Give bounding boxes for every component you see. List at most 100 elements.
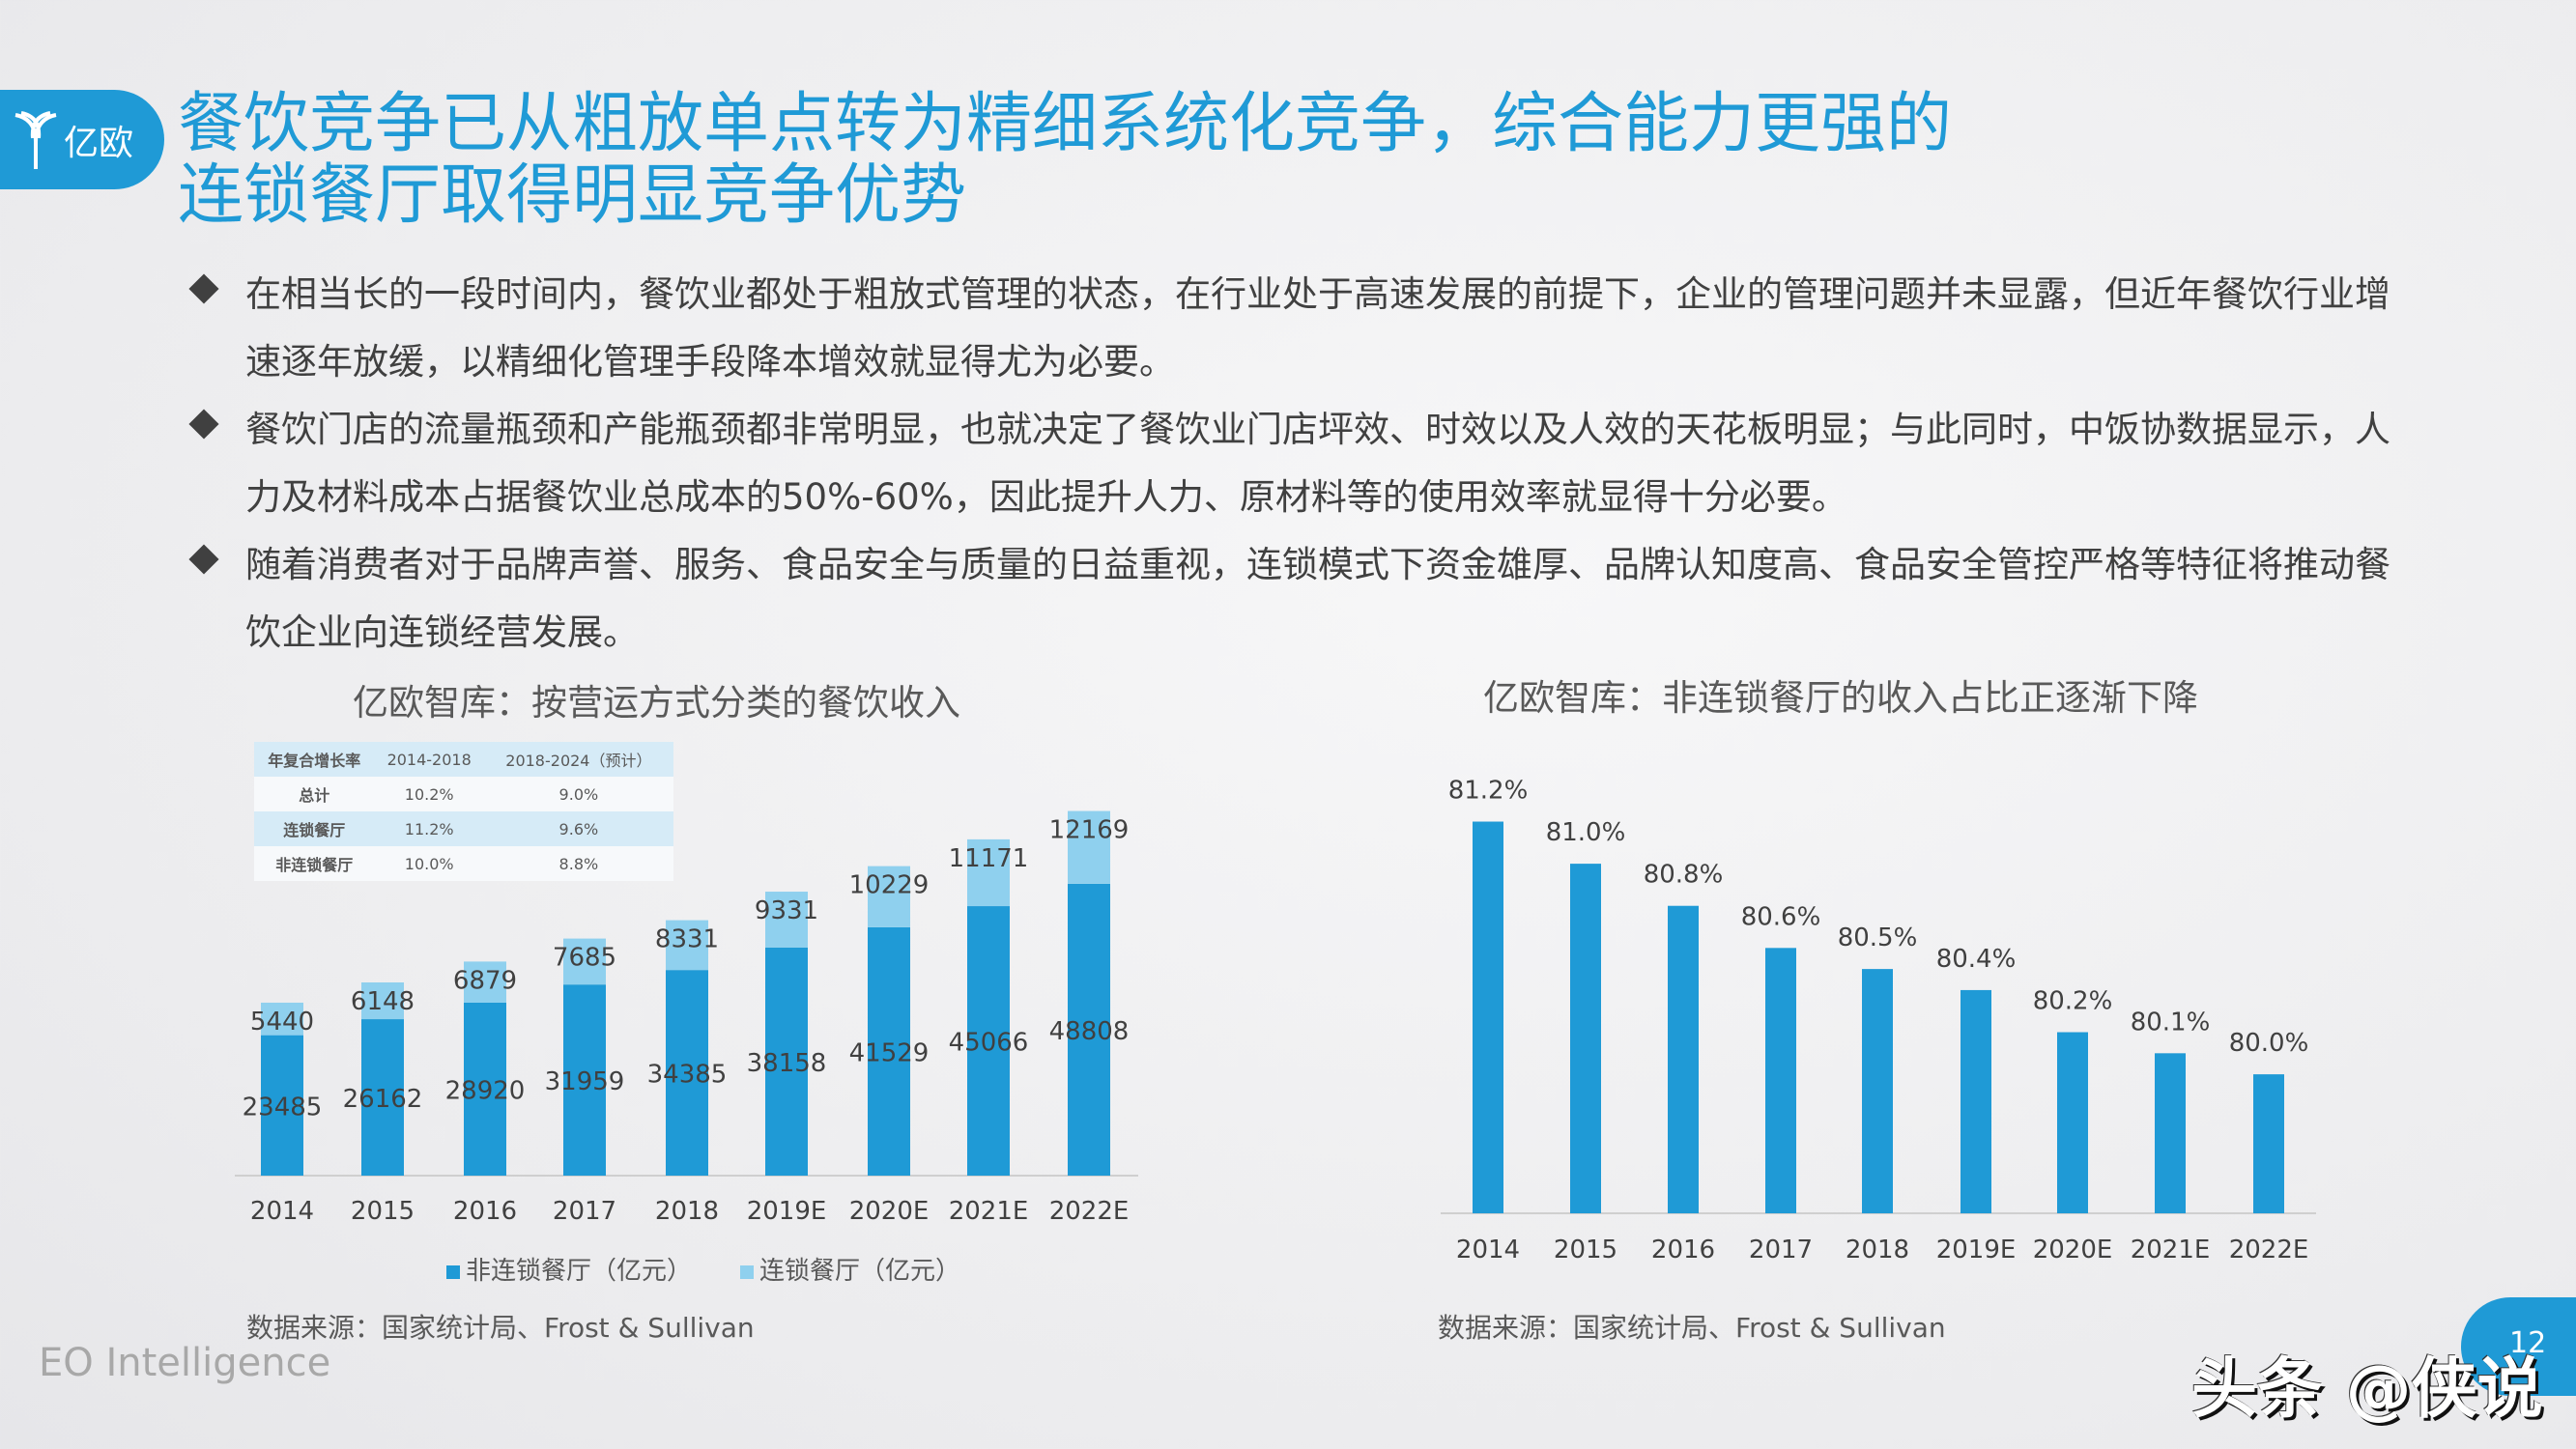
data-label-nonchain: 28920 (445, 1076, 526, 1105)
bar-nonchain (1068, 883, 1110, 1176)
data-label-share: 81.2% (1448, 777, 1529, 806)
logo-text: 亿欧 (64, 123, 134, 163)
left-chart-legend: 非连锁餐厅（亿元） 连锁餐厅（亿元） (446, 1251, 960, 1287)
bar-nonchain (464, 1002, 506, 1176)
table-header-row: 年复合增长率 2014-2018 2018-2024（预计） (254, 742, 673, 777)
bar-share (1862, 969, 1893, 1213)
x-tick-label: 2017 (1749, 1236, 1813, 1264)
data-label-nonchain: 34385 (647, 1061, 728, 1090)
legend-label: 非连锁餐厅（亿元） (466, 1257, 693, 1286)
legend-item-nonchain: 非连锁餐厅（亿元） (446, 1251, 692, 1287)
data-label-nonchain: 23485 (243, 1093, 323, 1122)
bar-chain (464, 961, 506, 1003)
x-tick-label: 2019E (1936, 1236, 2017, 1264)
footer-brand: EO Intelligence (39, 1341, 331, 1385)
x-tick-label: 2019E (747, 1197, 827, 1226)
data-label-nonchain: 45066 (949, 1029, 1029, 1058)
table-header: 年复合增长率 (254, 742, 375, 777)
x-tick-label: 2015 (1554, 1236, 1617, 1264)
bullet-text: 餐饮门店的流量瓶颈和产能瓶颈都非常明显，也就决定了餐饮业门店坪效、时效以及人效的… (245, 409, 2390, 518)
bar-nonchain (868, 926, 910, 1176)
table-cell: 8.8% (483, 846, 673, 881)
table-cell: 10.0% (374, 846, 484, 881)
data-label-nonchain: 48808 (1049, 1017, 1130, 1046)
data-label-share: 80.2% (2033, 987, 2113, 1016)
bar-chain (261, 1002, 303, 1036)
x-tick-label: 2015 (351, 1197, 415, 1226)
legend-item-chain: 连锁餐厅（亿元） (740, 1251, 960, 1287)
data-label-share: 81.0% (1546, 818, 1626, 847)
table-cell: 11.2% (374, 811, 484, 846)
bar-chain (868, 866, 910, 927)
bar-nonchain (361, 1019, 404, 1176)
table-cell: 总计 (254, 777, 375, 811)
bar-chain (967, 838, 1010, 907)
data-label-chain: 12169 (1049, 816, 1130, 845)
data-label-chain: 7685 (553, 944, 616, 973)
data-label-share: 80.8% (1644, 861, 1724, 890)
right-chart-title: 亿欧智库：非连锁餐厅的收入占比正逐渐下降 (1483, 677, 2198, 719)
x-tick-label: 2018 (1846, 1236, 1909, 1264)
bar-share (2155, 1053, 2186, 1213)
bar-chain (1068, 810, 1110, 884)
title-line-1: 餐饮竞争已从粗放单点转为精细系统化竞争，综合能力更强的 (178, 86, 1953, 162)
data-label-share: 80.0% (2229, 1029, 2309, 1058)
bar-nonchain (967, 906, 1010, 1176)
growth-rate-table: 年复合增长率 2014-2018 2018-2024（预计） 总计 10.2% … (254, 742, 673, 881)
data-label-nonchain: 26162 (343, 1085, 423, 1114)
x-tick-label: 2017 (553, 1197, 616, 1226)
logo-y-icon (14, 110, 57, 169)
data-label-nonchain: 38158 (747, 1049, 827, 1078)
bar-share (1570, 864, 1601, 1213)
bar-share (2253, 1074, 2284, 1213)
x-tick-label: 2022E (1049, 1197, 1130, 1226)
data-label-nonchain: 31959 (545, 1067, 625, 1096)
table-row: 总计 10.2% 9.0% (254, 777, 673, 811)
data-label-nonchain: 41529 (849, 1038, 930, 1067)
table-cell: 非连锁餐厅 (254, 846, 375, 881)
bar-chain (361, 982, 404, 1020)
bullet-item: 餐饮门店的流量瓶颈和产能瓶颈都非常明显，也就决定了餐饮业门店坪效、时效以及人效的… (184, 396, 2396, 531)
x-tick-label: 2021E (949, 1197, 1029, 1226)
bullet-item: 随着消费者对于品牌声誉、服务、食品安全与质量的日益重视，连锁模式下资金雄厚、品牌… (184, 531, 2396, 667)
bar-nonchain (666, 970, 708, 1176)
bar-share (1765, 948, 1796, 1213)
bar-chain (563, 938, 606, 985)
bullet-list: 在相当长的一段时间内，餐饮业都处于粗放式管理的状态，在行业处于高速发展的前提下，… (184, 261, 2396, 667)
logo: 亿欧 (0, 90, 164, 189)
table-cell: 10.2% (374, 777, 484, 811)
x-tick-label: 2016 (453, 1197, 517, 1226)
x-tick-label: 2014 (250, 1197, 314, 1226)
left-chart-source: 数据来源：国家统计局、Frost & Sullivan (246, 1312, 755, 1344)
watermark: 头条 @侠说 (2191, 1351, 2543, 1428)
data-label-share: 80.1% (2131, 1008, 2211, 1037)
data-label-chain: 11171 (949, 844, 1029, 873)
data-label-share: 80.4% (1936, 945, 2017, 974)
page-title: 餐饮竞争已从粗放单点转为精细系统化竞争，综合能力更强的 连锁餐厅取得明显竞争优势 (178, 89, 1952, 232)
bullet-text: 随着消费者对于品牌声誉、服务、食品安全与质量的日益重视，连锁模式下资金雄厚、品牌… (245, 544, 2390, 653)
table-row: 连锁餐厅 11.2% 9.6% (254, 811, 673, 846)
data-label-chain: 9331 (755, 896, 818, 925)
x-tick-label: 2014 (1456, 1236, 1520, 1264)
legend-label: 连锁餐厅（亿元） (759, 1257, 961, 1286)
bullet-item: 在相当长的一段时间内，餐饮业都处于粗放式管理的状态，在行业处于高速发展的前提下，… (184, 261, 2396, 396)
x-tick-label: 2018 (655, 1197, 719, 1226)
table-cell: 连锁餐厅 (254, 811, 375, 846)
bar-chain (666, 920, 708, 971)
legend-swatch (740, 1264, 755, 1279)
data-label-chain: 5440 (250, 1008, 314, 1037)
table-header: 2014-2018 (374, 742, 484, 777)
table-header: 2018-2024（预计） (483, 742, 673, 777)
bullet-text: 在相当长的一段时间内，餐饮业都处于粗放式管理的状态，在行业处于高速发展的前提下，… (245, 273, 2390, 383)
bar-nonchain (765, 947, 808, 1176)
bar-chain (765, 892, 808, 948)
page-number: 12 (2461, 1297, 2576, 1396)
bar-share (1473, 821, 1503, 1213)
data-label-chain: 6148 (351, 987, 415, 1016)
x-tick-label: 2021E (2131, 1236, 2211, 1264)
bar-nonchain (261, 1035, 303, 1176)
legend-swatch (446, 1264, 460, 1279)
data-label-chain: 6879 (453, 966, 517, 995)
data-label-share: 80.6% (1741, 902, 1821, 931)
